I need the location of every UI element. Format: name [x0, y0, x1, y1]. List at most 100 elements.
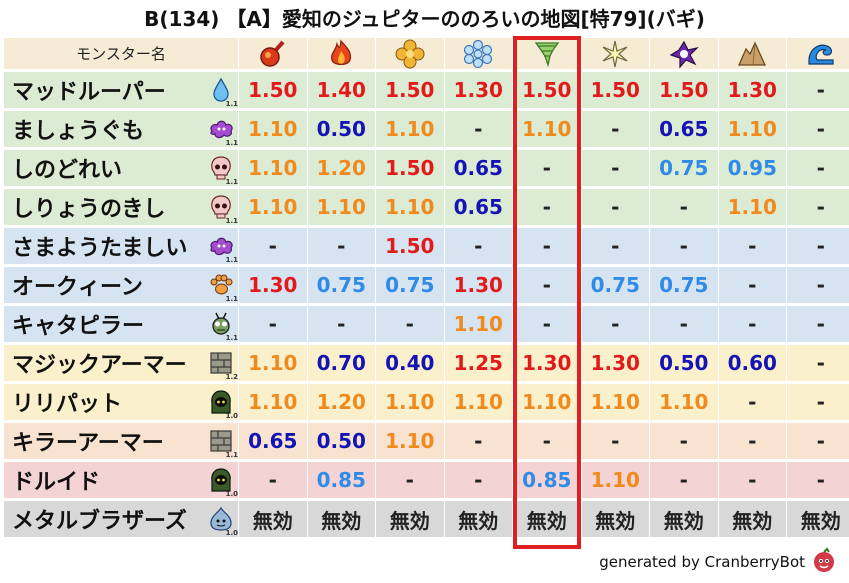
column-header-3 — [376, 38, 444, 72]
column-header-9 — [787, 38, 849, 72]
resistance-value: 1.10 — [239, 384, 307, 423]
resistance-value: - — [444, 423, 512, 462]
monster-name: キラーアーマー — [12, 431, 164, 456]
monster-name: キャタピラー — [12, 314, 145, 339]
cranberry-bot-icon — [811, 547, 837, 577]
column-header-7 — [650, 38, 718, 72]
resistance-value: 1.50 — [650, 72, 718, 111]
monster-name-header: モンスター名 — [4, 38, 238, 72]
resistance-value: 1.30 — [444, 267, 512, 306]
resistance-value: 1.10 — [376, 423, 444, 462]
hood-icon: 1.0 — [208, 387, 238, 420]
resistance-value: - — [239, 306, 307, 345]
resistance-value: 1.20 — [307, 384, 375, 423]
resistance-value: 1.10 — [239, 111, 307, 150]
monster-name: ドルイド — [12, 470, 101, 495]
resistance-value: - — [307, 228, 375, 267]
resistance-value: 1.20 — [307, 150, 375, 189]
monster-name-cell: キラーアーマー 1.1 — [4, 423, 238, 462]
resistance-value: - — [787, 267, 849, 306]
resistance-value: - — [650, 228, 718, 267]
monster-name: しのどれい — [12, 158, 123, 183]
resistance-value: - — [787, 306, 849, 345]
resistance-value: - — [718, 462, 786, 501]
resistance-value: 0.40 — [376, 345, 444, 384]
resistance-value: - — [650, 423, 718, 462]
monster-name-cell: キャタピラー 1.1 — [4, 306, 238, 345]
flame-icon — [324, 38, 358, 69]
resistance-value: 0.65 — [444, 150, 512, 189]
monster-name-cell: メタルブラザーズ 1.0 — [4, 501, 238, 540]
resistance-value: 0.65 — [239, 423, 307, 462]
resistance-value: 無効 — [239, 501, 307, 540]
resistance-value: - — [650, 306, 718, 345]
resistance-value: - — [581, 189, 649, 228]
monster-name-cell: しりょうのきし 1.1 — [4, 189, 238, 228]
resistance-value: 0.95 — [718, 150, 786, 189]
skull-icon: 1.1 — [208, 192, 238, 225]
monster-level: 1.1 — [225, 451, 238, 459]
resistance-value: - — [718, 267, 786, 306]
resistance-value: 1.10 — [376, 189, 444, 228]
footer: generated by CranberryBot — [599, 547, 837, 577]
resistance-value: 1.10 — [513, 111, 581, 150]
resistance-value: 0.70 — [307, 345, 375, 384]
monster-name-cell: マジックアーマー 1.2 — [4, 345, 238, 384]
resistance-value: 0.50 — [650, 345, 718, 384]
monster-name-cell: ドルイド 1.0 — [4, 462, 238, 501]
resistance-value: - — [581, 423, 649, 462]
monster-name-cell: マッドルーパー 1.1 — [4, 72, 238, 111]
column-header-1 — [239, 38, 307, 72]
monster-name: マジックアーマー — [12, 353, 187, 378]
resistance-table: モンスター名 マッドルーパー 1.1 1.50 1.40 1.50 1.30 1.50 1.5… — [4, 38, 849, 540]
resistance-value: 1.50 — [581, 72, 649, 111]
resistance-value: - — [444, 462, 512, 501]
resistance-value: - — [376, 306, 444, 345]
resistance-value: 1.10 — [307, 189, 375, 228]
purple-cloud-icon: 1.1 — [208, 231, 238, 264]
resistance-value: - — [650, 189, 718, 228]
resistance-value: 無効 — [444, 501, 512, 540]
fire-ball-icon — [256, 39, 290, 69]
monster-name: しりょうのきし — [12, 197, 166, 222]
wave-icon — [804, 39, 838, 69]
brick-icon: 1.2 — [208, 348, 238, 381]
resistance-value: 0.85 — [513, 462, 581, 501]
resistance-value: 1.10 — [513, 384, 581, 423]
resistance-value: 1.30 — [239, 267, 307, 306]
monster-level: 1.1 — [225, 100, 238, 108]
column-header-4 — [444, 38, 512, 72]
rock-icon — [735, 39, 769, 69]
resistance-value: 1.30 — [513, 345, 581, 384]
resistance-value: 1.50 — [376, 228, 444, 267]
resistance-value: 1.10 — [444, 384, 512, 423]
resistance-value: - — [787, 189, 849, 228]
monster-level: 1.0 — [225, 529, 238, 537]
resistance-value: - — [787, 228, 849, 267]
hood-icon: 1.0 — [208, 465, 238, 498]
resistance-value: - — [787, 384, 849, 423]
resistance-value: 無効 — [581, 501, 649, 540]
monster-name: ましょうぐも — [12, 119, 145, 144]
resistance-value: - — [718, 228, 786, 267]
resistance-value: 1.10 — [376, 111, 444, 150]
purple-cloud-icon: 1.1 — [208, 114, 238, 147]
resistance-value: 0.75 — [581, 267, 649, 306]
resistance-value: 1.10 — [444, 306, 512, 345]
resistance-value: 1.30 — [581, 345, 649, 384]
resistance-value: - — [513, 423, 581, 462]
resistance-value: - — [513, 228, 581, 267]
resistance-value: - — [787, 345, 849, 384]
resistance-value: 0.75 — [376, 267, 444, 306]
page-title: B(134) 【A】愛知のジュピターののろいの地図[特79](バギ) — [144, 7, 705, 31]
resistance-value: 無効 — [650, 501, 718, 540]
resistance-value: 0.60 — [718, 345, 786, 384]
resistance-value: - — [513, 189, 581, 228]
monster-name: メタルブラザーズ — [12, 509, 187, 534]
resistance-value: 0.75 — [650, 150, 718, 189]
resistance-value: 1.50 — [239, 72, 307, 111]
resistance-value: - — [581, 150, 649, 189]
resistance-value: 無効 — [513, 501, 581, 540]
explosion-icon — [393, 39, 427, 69]
resistance-value: 1.50 — [376, 150, 444, 189]
